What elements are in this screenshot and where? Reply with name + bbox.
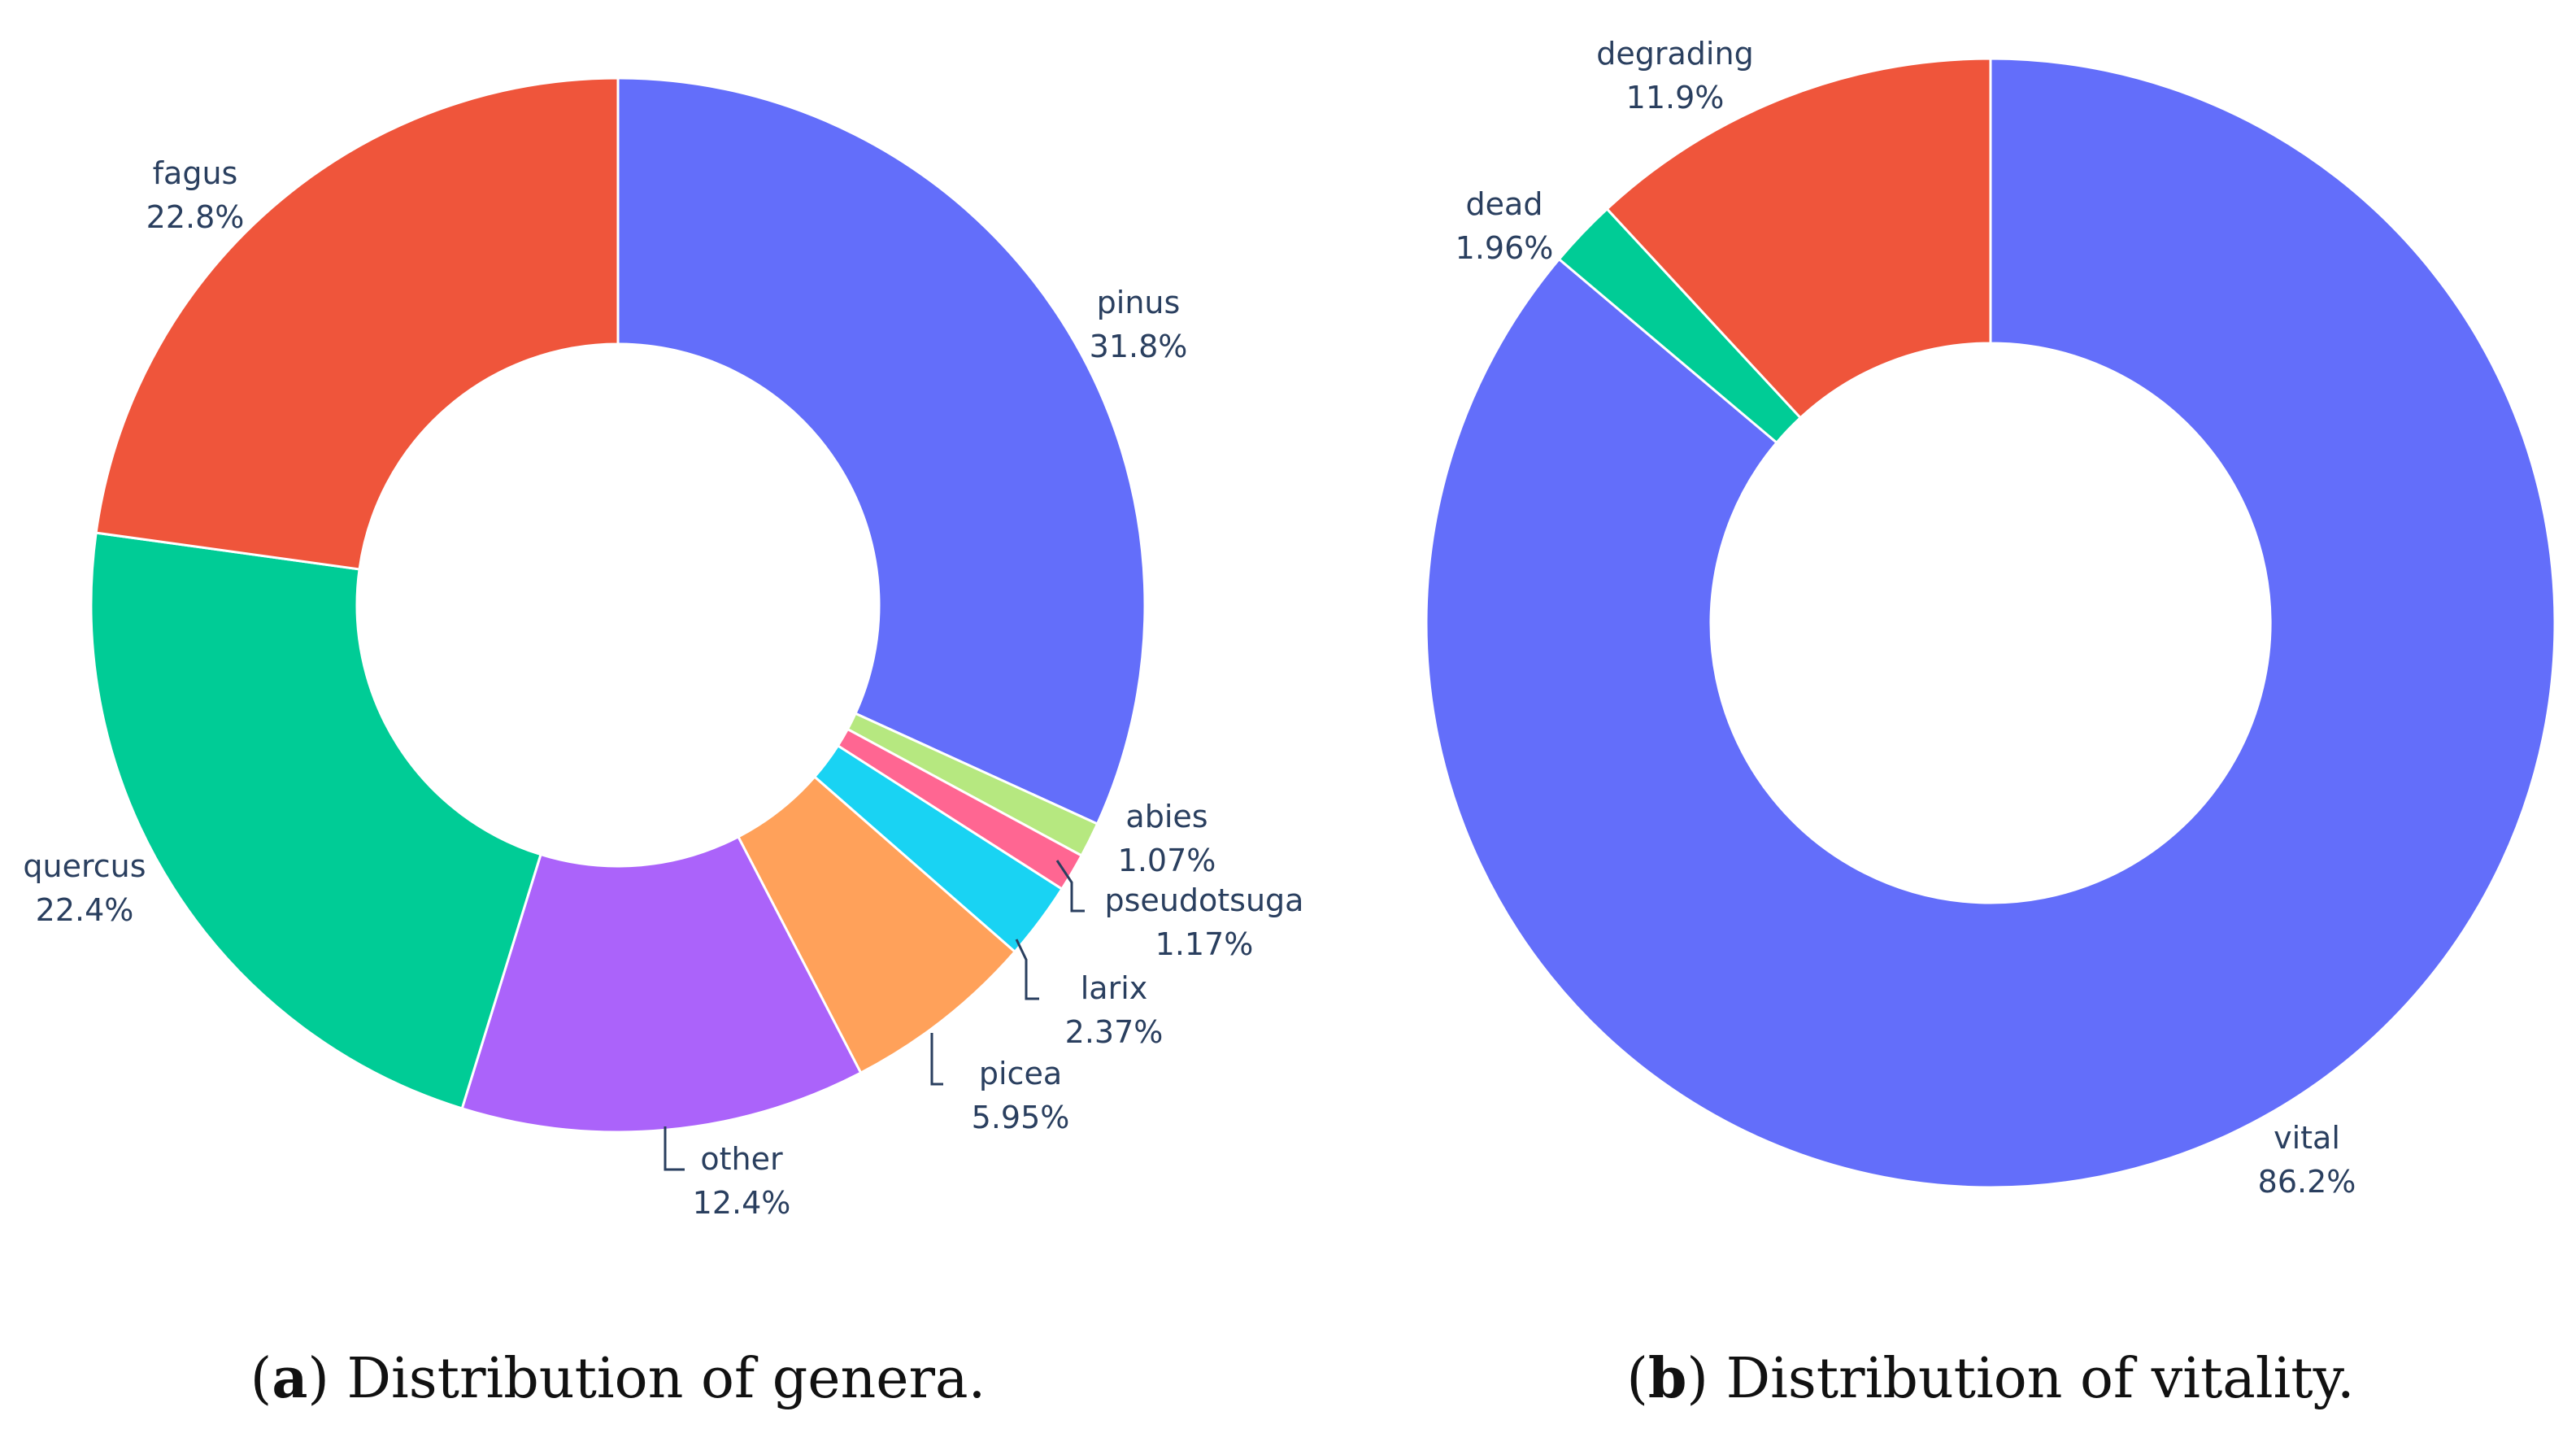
genera-labels: pinus 31.8%abies 1.07%pseudotsuga 1.17%lari… [23, 155, 1303, 1221]
genera-label-fagus: fagus 22.8% [146, 155, 245, 235]
vitality-label-percent: 86.2% [2258, 1164, 2356, 1200]
genera-leader-other [664, 1126, 685, 1171]
vitality-slice-degrading [1605, 57, 1992, 420]
vitality-labels: vital 86.2% dead 1.96% degrading 11.9% [1456, 36, 2356, 1200]
genera-label-picea: picea 5.95% [972, 1056, 1070, 1135]
vitality-label-name: degrading [1596, 36, 1753, 72]
vitality-label-vital: vital 86.2% [2258, 1120, 2356, 1200]
genera-label-percent: 22.8% [146, 199, 245, 235]
vitality-label-name: dead [1466, 186, 1543, 222]
vitality-label-percent: 11.9% [1626, 80, 1725, 115]
genera-slice-pinus [616, 76, 1147, 826]
genera-label-quercus: quercus 22.4% [23, 848, 146, 928]
vitality-label-percent: 1.96% [1456, 230, 1554, 266]
vitality-label-degrading: degrading 11.9% [1596, 36, 1753, 115]
genera-slice-other [460, 834, 863, 1134]
genera-label-name: pinus [1097, 285, 1181, 320]
genera-leader-pseudotsuga [1055, 860, 1085, 913]
genera-slice-quercus [89, 531, 542, 1110]
vitality-slice-vital [1425, 57, 2556, 1189]
genera-label-percent: 1.07% [1118, 843, 1216, 878]
genera-label-larix: larix 2.37% [1065, 970, 1164, 1050]
genera-label-percent: 22.4% [36, 892, 134, 928]
genera-label-name: larix [1081, 970, 1148, 1006]
genera-leader-lines [664, 860, 1085, 1171]
vitality-slices [1425, 57, 2556, 1189]
genera-label-pseudotsuga: pseudotsuga 1.17% [1105, 882, 1304, 962]
genera-label-name: picea [979, 1056, 1062, 1091]
genera-label-percent: 31.8% [1090, 329, 1188, 364]
genera-slice-fagus [94, 76, 620, 571]
chart-vitality: vital 86.2% dead 1.96% degrading 11.9% (b) Di… [1425, 36, 2556, 1411]
genera-slices [89, 76, 1147, 1134]
genera-caption: (a) Distribution of genera. [250, 1346, 986, 1411]
genera-label-name: fagus [153, 155, 238, 191]
genera-label-pinus: pinus 31.8% [1090, 285, 1188, 364]
genera-label-name: abies [1125, 799, 1208, 834]
genera-label-percent: 12.4% [693, 1185, 791, 1221]
genera-label-name: pseudotsuga [1105, 882, 1304, 918]
chart-genera: pinus 31.8%abies 1.07%pseudotsuga 1.17%lari… [23, 76, 1303, 1411]
genera-label-other: other 12.4% [693, 1141, 791, 1221]
vitality-caption: (b) Distribution of vitality. [1626, 1346, 2354, 1411]
genera-label-percent: 5.95% [972, 1100, 1070, 1135]
genera-leader-picea [930, 1033, 943, 1086]
genera-label-name: other [700, 1141, 783, 1177]
vitality-label-dead: dead 1.96% [1456, 186, 1554, 266]
genera-label-name: quercus [23, 848, 146, 884]
genera-label-percent: 2.37% [1065, 1014, 1164, 1050]
genera-leader-larix [1015, 939, 1039, 1000]
genera-label-percent: 1.17% [1155, 926, 1254, 962]
vitality-label-name: vital [2274, 1120, 2340, 1156]
genera-label-abies: abies 1.07% [1118, 799, 1216, 878]
